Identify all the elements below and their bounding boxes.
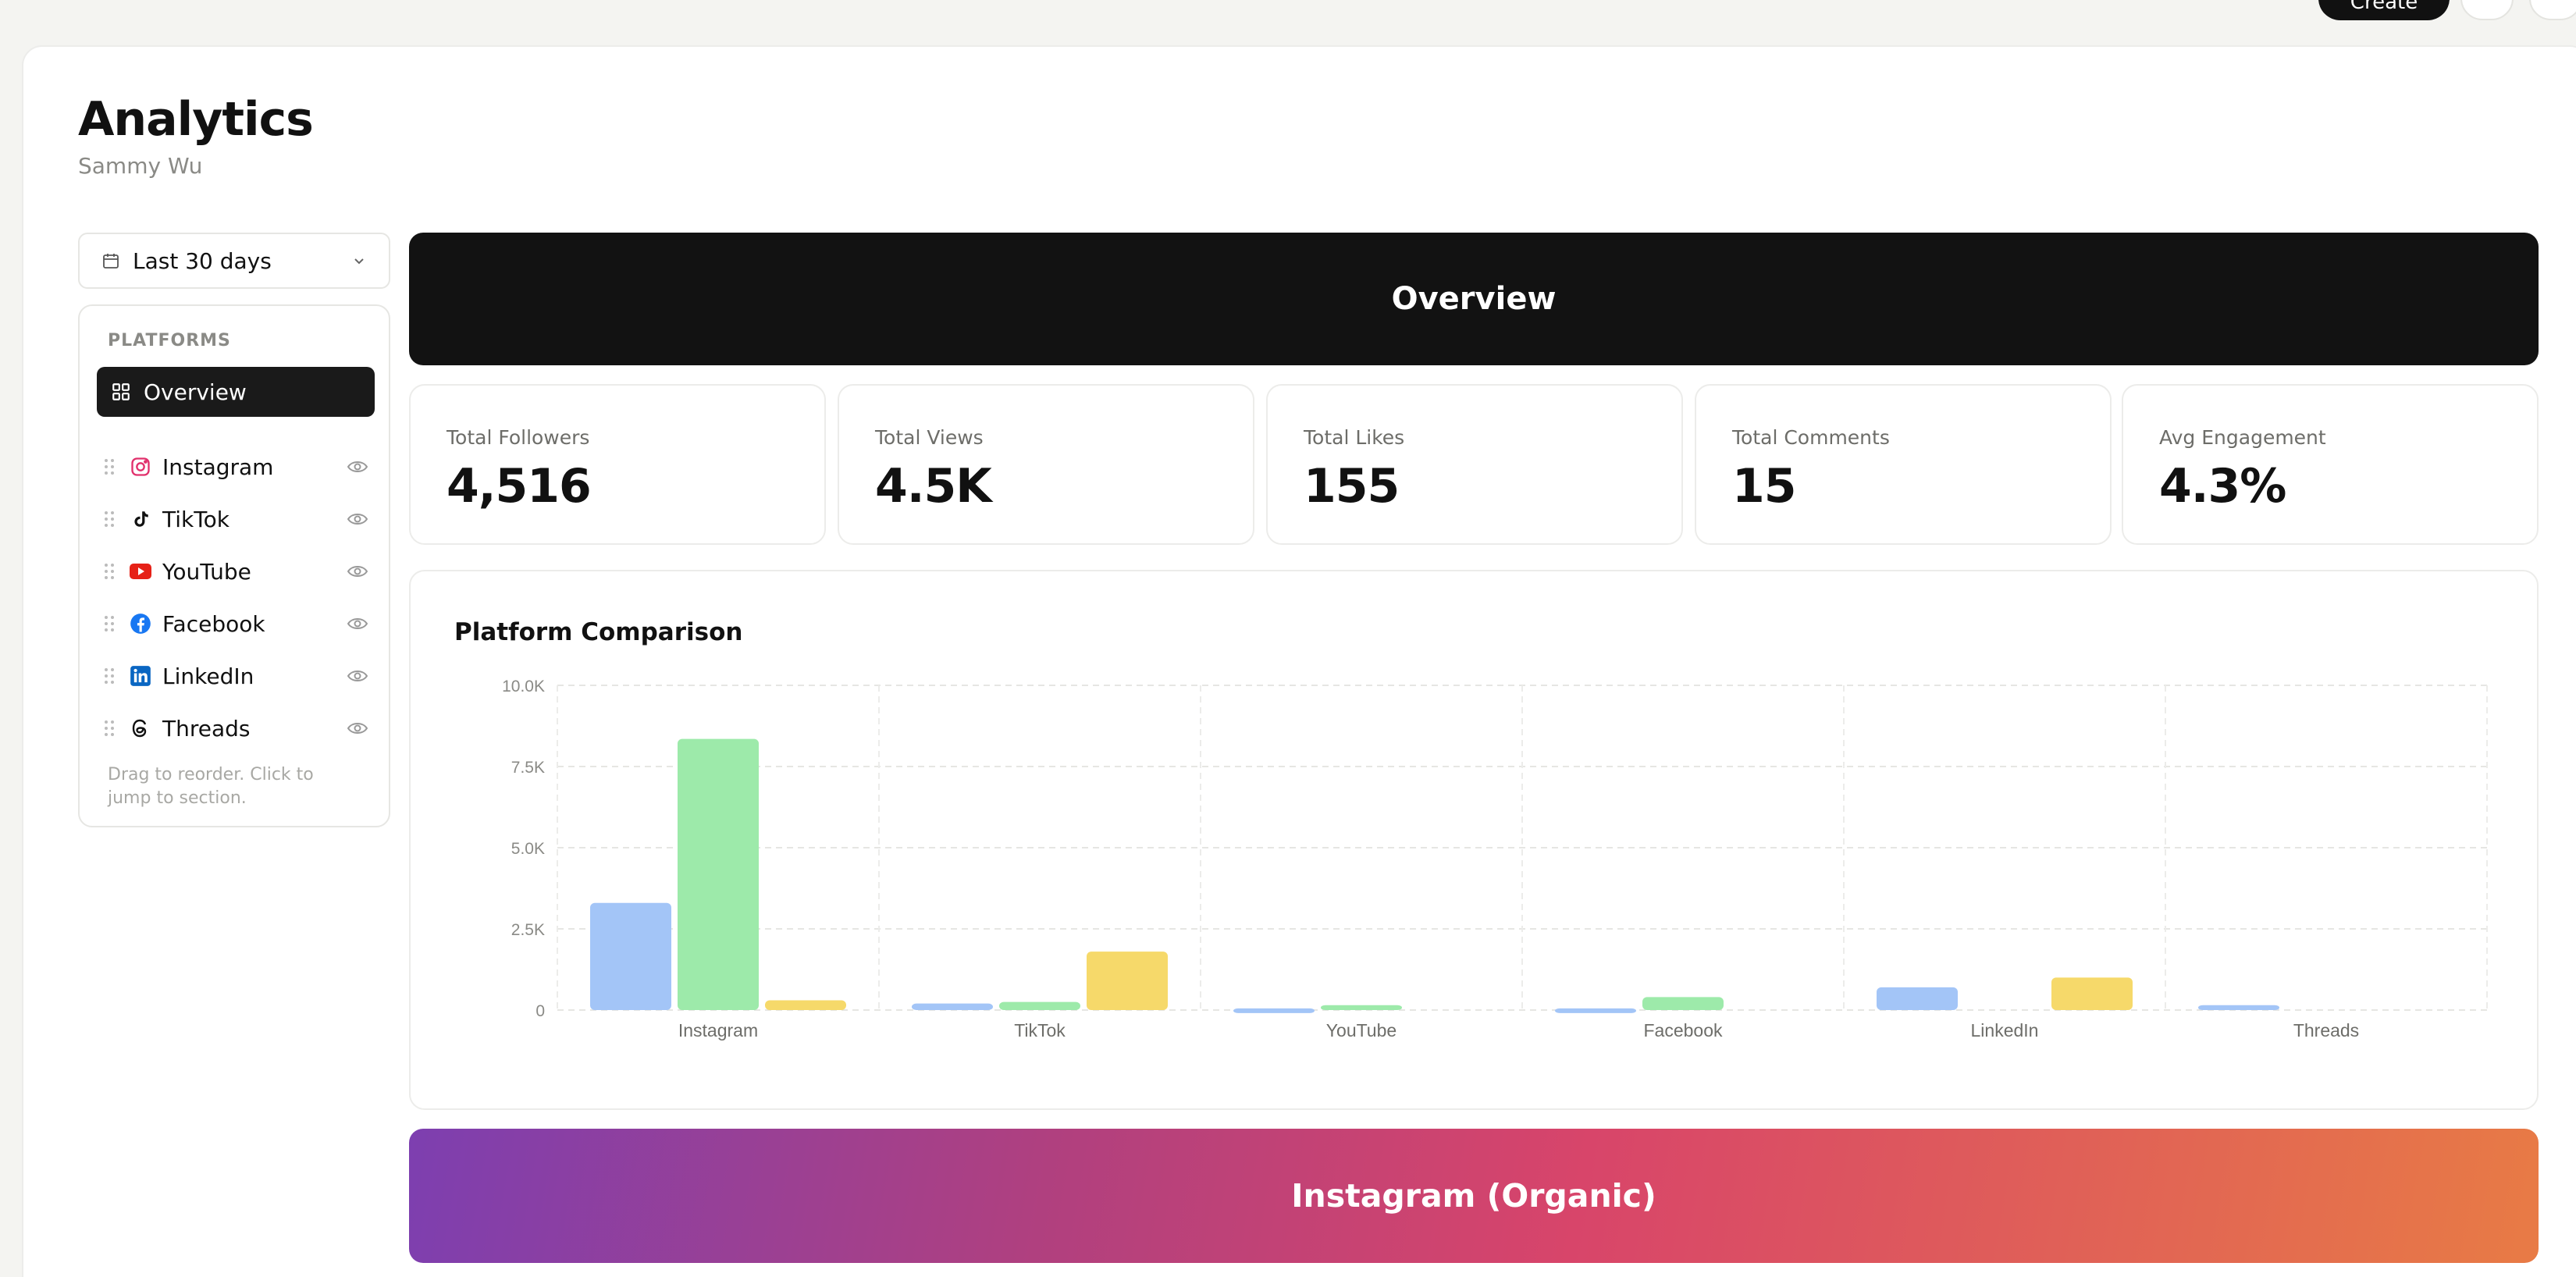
bar [765,1000,846,1010]
tiktok-icon [130,508,151,530]
stat-card-followers: Total Followers 4,516 [409,384,826,545]
chevron-down-icon [354,258,364,265]
y-tick-label: 0 [535,1002,545,1020]
platforms-heading: PLATFORMS [108,331,231,350]
drag-handle-icon[interactable] [103,666,116,686]
platform-label: Instagram [162,454,274,480]
platform-label: TikTok [162,506,229,532]
bar [590,902,671,1010]
page-subtitle: Sammy Wu [78,153,203,179]
stat-label: Total Views [875,426,984,449]
eye-icon[interactable] [347,616,368,631]
stat-label: Total Followers [447,426,590,449]
bar [912,1003,993,1010]
y-tick-label: 10.0K [502,678,545,695]
linkedin-icon [130,665,151,687]
platform-label: Facebook [162,610,265,637]
bar [1087,952,1168,1010]
stat-card-likes: Total Likes 155 [1266,384,1683,545]
bar [678,738,759,1010]
stat-value: 155 [1304,459,1400,514]
x-tick-label: TikTok [1014,1020,1066,1040]
stat-card-engagement: Avg Engagement 4.3% [2122,384,2539,545]
platform-item-instagram[interactable]: Instagram [103,443,368,490]
instagram-icon [130,456,151,478]
stat-label: Total Comments [1732,426,1890,449]
bar [999,1001,1080,1010]
platform-comparison-card: Platform Comparison 0 2.5K 5.0K 7.5K 10.0K In… [409,570,2539,1110]
y-tick-label: 7.5K [511,759,545,777]
drag-handle-icon[interactable] [103,457,116,477]
notifications-button[interactable] [2460,0,2514,20]
grid-icon [112,383,130,400]
bar [1233,1008,1315,1013]
platform-item-linkedin[interactable]: LinkedIn [103,653,368,699]
platforms-hint: Drag to reorder. Click to jump to sectio… [108,765,314,808]
x-tick-label: Threads [2293,1020,2359,1040]
user-menu-button[interactable] [2529,0,2576,20]
date-range-select[interactable]: Last 30 days [78,233,390,289]
drag-handle-icon[interactable] [103,718,116,738]
stat-card-comments: Total Comments 15 [1695,384,2112,545]
stat-value: 4.5K [875,459,992,514]
chart-title: Platform Comparison [454,618,743,646]
instagram-section-banner: Instagram (Organic) [409,1129,2539,1263]
stat-value: 4,516 [447,459,592,514]
stat-value: 4.3% [2159,459,2286,514]
x-tick-label: YouTube [1326,1020,1397,1040]
x-tick-label: Facebook [1643,1020,1723,1040]
drag-handle-icon[interactable] [103,561,116,582]
youtube-icon [130,560,151,582]
platform-label: LinkedIn [162,663,254,689]
platform-label: Threads [162,715,251,742]
stat-value: 15 [1732,459,1796,514]
date-range-value: Last 30 days [133,247,272,274]
threads-icon [130,717,151,739]
bar [1642,997,1724,1010]
platform-item-youtube[interactable]: YouTube [103,548,368,595]
stat-card-views: Total Views 4.5K [838,384,1254,545]
x-tick-label: Instagram [678,1020,758,1040]
drag-handle-icon[interactable] [103,614,116,634]
platform-item-tiktok[interactable]: TikTok [103,496,368,542]
eye-icon[interactable] [347,459,368,475]
platform-item-threads[interactable]: Threads [103,705,368,752]
eye-icon[interactable] [347,564,368,579]
stat-label: Avg Engagement [2159,426,2326,449]
bar [1321,1005,1402,1010]
platform-item-facebook[interactable]: Facebook [103,600,368,647]
platform-label: YouTube [162,558,251,585]
calendar-icon [103,254,119,269]
bar [2198,1005,2279,1010]
page-title: Analytics [78,92,314,147]
eye-icon[interactable] [347,720,368,736]
bar [1555,1008,1636,1013]
nav-overview[interactable]: Overview [97,367,375,417]
nav-overview-label: Overview [144,379,247,405]
y-tick-label: 5.0K [511,840,545,858]
overview-banner: Overview [409,233,2539,365]
y-tick-label: 2.5K [511,921,545,939]
eye-icon[interactable] [347,511,368,527]
facebook-icon [130,613,151,635]
eye-icon[interactable] [347,668,368,684]
create-button[interactable]: Create [2318,0,2450,20]
bar [2051,977,2133,1010]
platforms-panel: PLATFORMS Overview Instagram TikTok [78,304,390,827]
platform-comparison-chart: 0 2.5K 5.0K 7.5K 10.0K Instagram TikTok YouTube… [502,678,2488,1040]
stat-label: Total Likes [1304,426,1405,449]
x-tick-label: LinkedIn [1971,1020,2039,1040]
bar [1877,987,1958,1010]
drag-handle-icon[interactable] [103,509,116,529]
